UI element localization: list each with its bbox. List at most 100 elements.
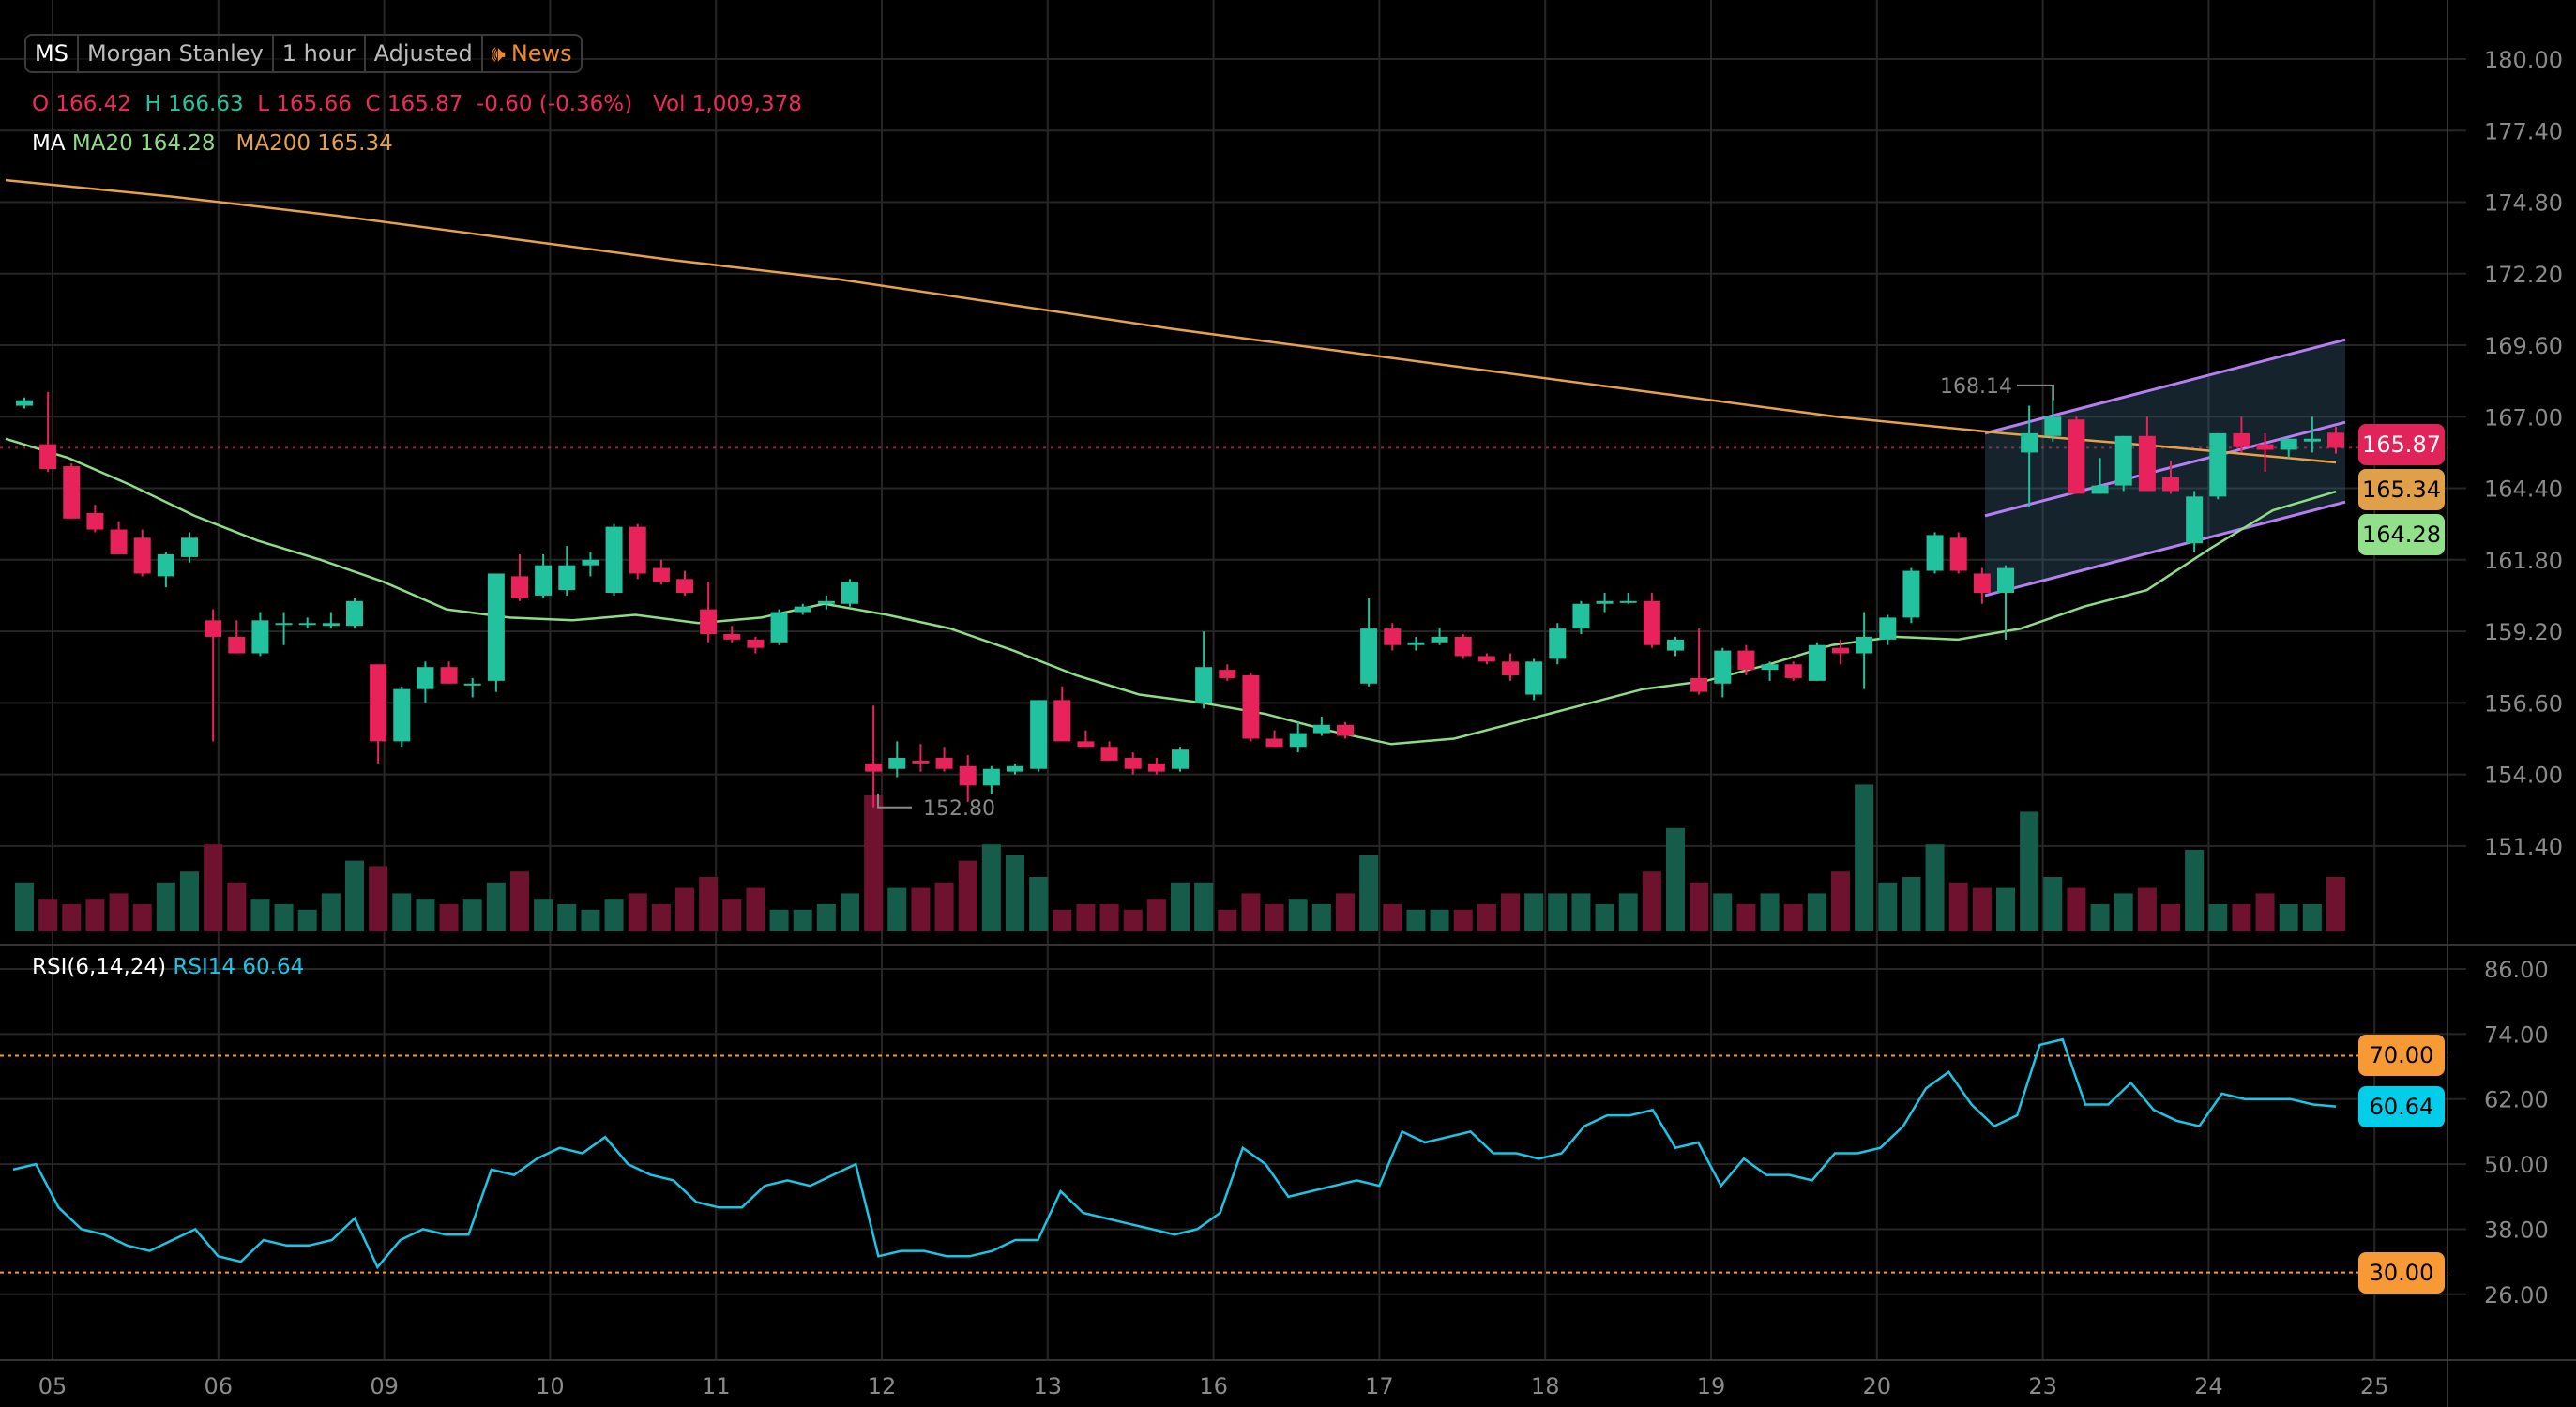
rsi-tick-label: 38.00 bbox=[2484, 1217, 2549, 1243]
volume-bar bbox=[581, 909, 600, 931]
volume-bar bbox=[1831, 871, 1850, 931]
candle-down bbox=[1147, 763, 1165, 772]
rsi-tick-label: 86.00 bbox=[2484, 957, 2549, 983]
candle-up bbox=[1360, 628, 1378, 684]
symbol[interactable]: MS bbox=[26, 36, 79, 71]
candle-down bbox=[1219, 670, 1236, 678]
ma200-price-tag: 165.34 bbox=[2358, 469, 2445, 510]
news-label: News bbox=[510, 40, 572, 67]
volume-bar bbox=[439, 904, 459, 931]
volume-bar bbox=[1690, 882, 1709, 931]
volume-bar bbox=[1241, 893, 1261, 931]
candle-down bbox=[1077, 741, 1095, 748]
price-tick-label: 151.40 bbox=[2484, 834, 2563, 860]
candle-up bbox=[1525, 661, 1543, 695]
candle-down bbox=[63, 466, 81, 519]
candle-up bbox=[770, 612, 788, 643]
volume-bar bbox=[1996, 887, 2015, 931]
candle-up bbox=[251, 620, 269, 654]
candle-down bbox=[1949, 537, 1967, 571]
date-tick-label: 25 bbox=[2360, 1373, 2389, 1399]
volume-bar bbox=[651, 904, 671, 931]
volume-bar bbox=[2114, 893, 2133, 931]
volume-bar bbox=[958, 860, 977, 931]
volume-bar bbox=[1595, 904, 1614, 931]
volume-bar bbox=[864, 795, 884, 931]
candle-up bbox=[794, 606, 811, 613]
ma200-label: MA200 bbox=[235, 131, 311, 156]
volume-bar bbox=[250, 899, 270, 931]
volume-bar bbox=[1925, 844, 1945, 931]
high-value: 166.63 bbox=[168, 92, 244, 116]
candle-up bbox=[417, 667, 434, 689]
candle-down bbox=[959, 765, 977, 786]
ma-legend[interactable]: MA MA20 164.28 MA200 165.34 bbox=[32, 131, 393, 156]
candle-down bbox=[1643, 600, 1660, 645]
company-name: Morgan Stanley bbox=[79, 36, 274, 71]
volume-bars bbox=[15, 784, 2345, 931]
candle-up bbox=[2114, 435, 2132, 486]
candle-up bbox=[1572, 603, 1590, 629]
candle-down bbox=[2327, 432, 2344, 448]
candle-down bbox=[1384, 628, 1402, 645]
volume-bar bbox=[2043, 877, 2063, 931]
rsi-legend[interactable]: RSI(6,14,24) RSI14 60.64 bbox=[32, 955, 304, 979]
volume-bar bbox=[2326, 877, 2345, 931]
volume-bar bbox=[1948, 882, 1968, 931]
rsi-tick-label: 62.00 bbox=[2484, 1087, 2549, 1113]
price-tick-label: 177.40 bbox=[2484, 118, 2563, 144]
axes: 180.00 177.40 174.80 172.20 169.60 167.00 164.… bbox=[38, 47, 2563, 1399]
parallel-channel-drawing[interactable] bbox=[1984, 338, 2346, 598]
candle-up bbox=[1667, 639, 1684, 651]
volume-bar bbox=[1265, 904, 1284, 931]
volume-bar bbox=[486, 882, 506, 931]
candle-down bbox=[1477, 656, 1495, 662]
interval-selector[interactable]: 1 hour bbox=[274, 36, 366, 71]
candle-down bbox=[2068, 419, 2085, 494]
candle-down bbox=[1053, 700, 1071, 742]
adjustment-selector[interactable]: Adjusted bbox=[366, 36, 483, 71]
date-tick-label: 10 bbox=[536, 1373, 565, 1399]
candle-down bbox=[1454, 636, 1472, 657]
candle-down bbox=[205, 620, 222, 637]
candle-down bbox=[86, 512, 104, 530]
volume-bar bbox=[1783, 904, 1803, 931]
candle-up bbox=[582, 559, 599, 566]
symbol-legend[interactable]: MS Morgan Stanley 1 hour Adjusted 🕪︎ News bbox=[24, 34, 583, 73]
ma-label: MA bbox=[32, 131, 66, 156]
candle-down bbox=[1690, 677, 1708, 692]
price-tick-label: 159.20 bbox=[2484, 619, 2563, 645]
price-tick-label: 169.60 bbox=[2484, 333, 2563, 359]
date-tick-label: 12 bbox=[868, 1373, 897, 1399]
date-tick-label: 05 bbox=[38, 1373, 68, 1399]
date-tick-label: 24 bbox=[2194, 1373, 2223, 1399]
rsi-tick-label: 74.00 bbox=[2484, 1021, 2549, 1048]
rsi14-label: RSI14 bbox=[173, 955, 236, 979]
candle-up bbox=[1312, 724, 1330, 734]
volume-bar bbox=[1760, 893, 1780, 931]
volume-bar bbox=[1430, 909, 1449, 931]
candle-down bbox=[1832, 647, 1849, 654]
volume-bar bbox=[85, 899, 105, 931]
volume-label: Vol bbox=[653, 92, 686, 116]
ohlc-readout: O 166.42 H 166.63 L 165.66 C 165.87 -0.6… bbox=[32, 92, 802, 116]
volume-bar bbox=[816, 904, 836, 931]
volume-bar bbox=[2208, 904, 2228, 931]
candle-up bbox=[817, 600, 835, 604]
volume-bar bbox=[1618, 893, 1638, 931]
ma20-value: 164.28 bbox=[140, 131, 216, 156]
volume-bar bbox=[887, 887, 907, 931]
candle-up bbox=[157, 553, 174, 577]
volume-bar bbox=[156, 882, 175, 931]
date-tick-label: 09 bbox=[370, 1373, 399, 1399]
ma200-value: 165.34 bbox=[317, 131, 393, 156]
candle-up bbox=[1007, 765, 1023, 772]
volume-bar bbox=[1053, 909, 1072, 931]
news-button[interactable]: 🕪︎ News bbox=[483, 36, 581, 71]
volume-bar bbox=[1311, 904, 1331, 931]
volume-bar bbox=[297, 909, 317, 931]
volume-bar bbox=[369, 866, 388, 931]
candle-up bbox=[346, 600, 363, 627]
volume-bar bbox=[462, 899, 482, 931]
